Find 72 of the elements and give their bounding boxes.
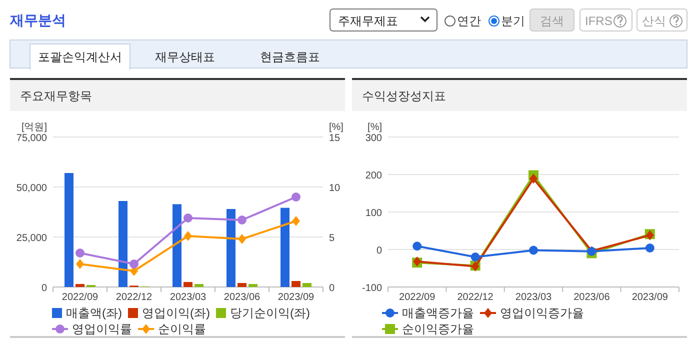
text: 현금흐름표 <box>260 50 320 64</box>
x-tick-label: 2023/06 <box>224 292 261 303</box>
y-tick-label: 50,000 <box>16 183 48 194</box>
x-tick-label: 2023/09 <box>278 292 315 303</box>
y-axis-title: [억원] <box>21 122 48 133</box>
chart-title: 주요재무항목 <box>20 89 92 103</box>
text: 포괄손익계산서 <box>38 50 122 64</box>
point <box>238 234 246 244</box>
y2-axis-title: [%] <box>329 122 344 133</box>
chart-title: 수익성장성지표 <box>362 89 446 103</box>
text: 연간 <box>457 14 481 28</box>
point <box>76 259 84 269</box>
legend-label: 영업이익률 <box>72 322 132 336</box>
y-tick-label: 0 <box>376 246 382 256</box>
x-tick-label: 2023/03 <box>515 292 552 303</box>
x-tick-label: 2022/12 <box>116 292 153 303</box>
x-tick-label: 2022/09 <box>62 292 99 303</box>
y-tick-label: 300 <box>365 133 382 144</box>
point <box>238 216 246 224</box>
bar <box>76 284 84 287</box>
bar <box>64 173 74 287</box>
y-tick-label: 25,000 <box>16 233 48 244</box>
x-tick-label: 2022/12 <box>457 292 494 303</box>
y2-tick-label: 15 <box>329 133 341 144</box>
legend-label: 영업이익(좌) <box>142 306 210 320</box>
bar <box>172 204 182 287</box>
y-axis-title: [%] <box>368 122 382 133</box>
bar <box>238 283 246 287</box>
legend-label: 영업이익증가율 <box>500 306 584 320</box>
bar <box>280 208 290 287</box>
bar <box>184 282 192 287</box>
text: 검색 <box>540 14 564 28</box>
legend-label: 순이익증가율 <box>402 322 474 336</box>
x-tick-label: 2022/09 <box>399 292 436 303</box>
x-tick-label: 2023/09 <box>632 292 668 303</box>
text: 재무상태표 <box>155 50 215 64</box>
bar <box>194 284 204 287</box>
y2-tick-label: 0 <box>329 283 335 294</box>
legend-label: 매출액증가율 <box>402 306 474 320</box>
y2-tick-label: 10 <box>329 183 341 194</box>
bar <box>248 284 258 287</box>
bar <box>226 209 236 287</box>
bar <box>292 281 300 287</box>
y-tick-label: 100 <box>365 208 382 219</box>
text: 산식 <box>642 14 666 28</box>
bar <box>302 283 312 287</box>
point <box>184 231 192 241</box>
point <box>530 174 538 184</box>
x-tick-label: 2023/06 <box>574 292 610 303</box>
y-tick-label: 75,000 <box>16 133 48 144</box>
text: 주재무제표 <box>338 14 398 28</box>
point <box>470 252 480 262</box>
point <box>292 216 300 226</box>
point <box>184 214 192 222</box>
y-tick-label: 0 <box>41 283 48 294</box>
point <box>76 248 84 258</box>
legend-label: 당기순이익(좌) <box>230 306 310 320</box>
point <box>412 242 422 251</box>
bar <box>118 201 128 287</box>
text: IFRS <box>585 14 612 28</box>
text: 재무분석 <box>9 12 66 28</box>
point <box>645 244 654 252</box>
text: 분기 <box>501 14 525 28</box>
point <box>292 192 300 202</box>
y2-tick-label: 5 <box>329 233 335 244</box>
y-tick-label: 200 <box>365 170 382 182</box>
x-tick-label: 2023/03 <box>170 292 207 303</box>
point <box>529 246 538 255</box>
point <box>130 260 138 268</box>
legend-label: 매출액(좌) <box>66 306 122 320</box>
legend-label: 순이익률 <box>158 322 206 336</box>
y-tick-label: -100 <box>362 283 382 294</box>
